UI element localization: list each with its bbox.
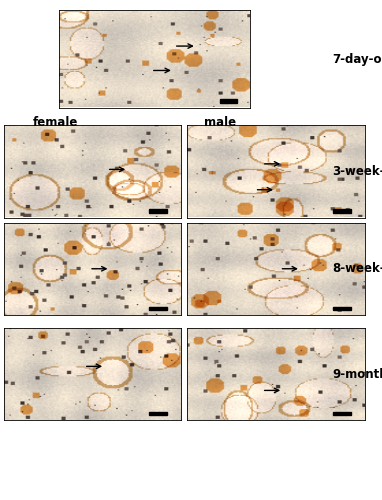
Text: female: female	[32, 116, 78, 129]
Text: 9-month-old: 9-month-old	[332, 368, 382, 380]
Text: 7-day-old: 7-day-old	[332, 54, 382, 66]
Bar	[220, 98, 237, 102]
Bar	[149, 209, 167, 213]
Text: male: male	[204, 116, 236, 129]
Text: 3-week-old: 3-week-old	[332, 165, 382, 178]
Bar	[149, 306, 167, 310]
Bar	[149, 412, 167, 416]
Bar	[333, 306, 351, 310]
Text: 8-week-old: 8-week-old	[332, 262, 382, 276]
Bar	[333, 209, 351, 213]
Bar	[333, 412, 351, 416]
